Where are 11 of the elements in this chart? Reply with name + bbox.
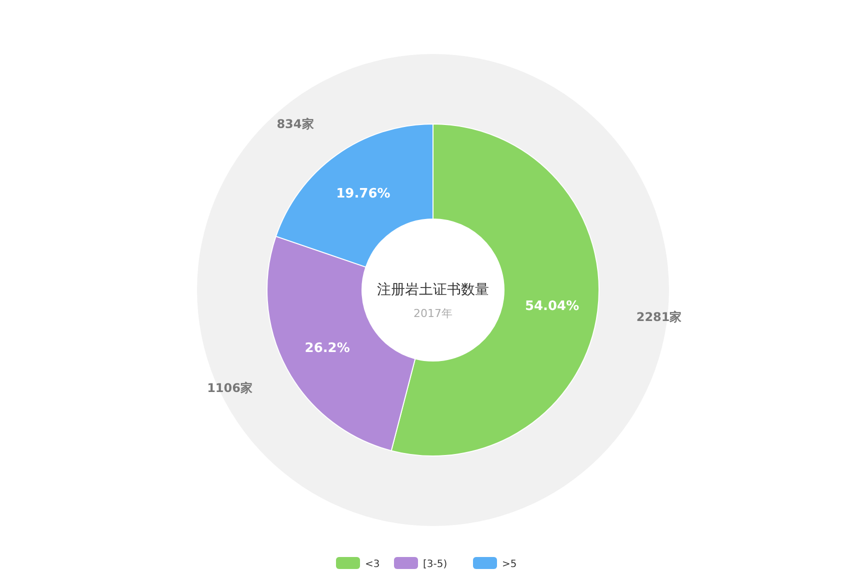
legend-label: [3-5)	[423, 559, 448, 570]
text: 19.76%	[336, 186, 390, 202]
data-label: 1106家	[207, 381, 252, 396]
data-label: 2281家	[636, 310, 682, 324]
legend-label: <3	[365, 559, 380, 570]
text: 54.04%	[524, 299, 580, 314]
data-label: 834家	[276, 117, 314, 132]
text: 2017年	[414, 307, 452, 320]
text: 注册岩土证书数量	[377, 282, 489, 298]
legend-label: >5	[502, 559, 517, 570]
text: 26.2%	[304, 340, 350, 356]
